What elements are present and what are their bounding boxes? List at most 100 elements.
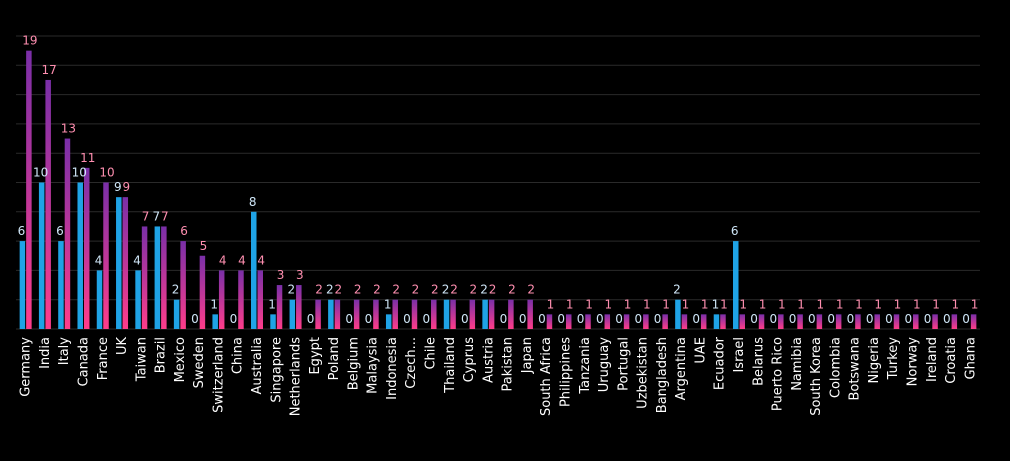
bar-b-11 bbox=[238, 270, 244, 329]
value-label-b-39: 1 bbox=[778, 297, 786, 311]
value-label-a-27: 0 bbox=[538, 312, 546, 326]
value-label-a-16: 2 bbox=[326, 283, 334, 297]
category-label-18: Malaysia bbox=[366, 337, 381, 394]
value-label-a-19: 1 bbox=[384, 297, 392, 311]
bar-a-1 bbox=[38, 182, 45, 329]
bar-b-3 bbox=[83, 167, 90, 329]
bar-a-12 bbox=[251, 211, 257, 329]
bar-a-14 bbox=[289, 299, 296, 329]
value-label-a-26: 0 bbox=[519, 312, 527, 326]
bar-b-2 bbox=[64, 138, 71, 329]
bar-b-45 bbox=[893, 314, 900, 329]
bar-a-16 bbox=[328, 299, 334, 329]
bar-b-39 bbox=[778, 314, 784, 329]
value-label-b-27: 1 bbox=[547, 297, 555, 311]
value-label-b-1: 17 bbox=[42, 63, 57, 77]
value-label-b-37: 1 bbox=[739, 297, 747, 311]
bar-b-23 bbox=[469, 299, 476, 329]
bar-b-21 bbox=[431, 299, 437, 329]
category-label-42: Colombia bbox=[828, 337, 843, 398]
category-label-43: Botswana bbox=[848, 337, 863, 401]
value-label-b-19: 2 bbox=[392, 283, 400, 297]
value-label-a-45: 0 bbox=[885, 312, 893, 326]
value-label-a-0: 6 bbox=[18, 224, 26, 238]
value-label-b-29: 1 bbox=[585, 297, 593, 311]
value-label-b-25: 2 bbox=[508, 283, 516, 297]
value-label-b-3: 11 bbox=[80, 151, 95, 165]
category-label-21: Chile bbox=[424, 337, 439, 370]
value-label-b-10: 4 bbox=[219, 253, 227, 267]
bar-b-20 bbox=[411, 299, 418, 329]
bar-b-42 bbox=[835, 314, 842, 329]
category-label-45: Turkey bbox=[886, 337, 901, 381]
bar-a-36 bbox=[713, 314, 720, 329]
value-label-b-11: 4 bbox=[238, 253, 246, 267]
value-label-a-33: 0 bbox=[654, 312, 662, 326]
bar-a-0 bbox=[19, 241, 26, 329]
value-label-b-38: 1 bbox=[759, 297, 767, 311]
bar-b-38 bbox=[758, 314, 765, 329]
bar-a-2 bbox=[58, 241, 64, 329]
bar-b-14 bbox=[296, 285, 302, 329]
value-label-a-49: 0 bbox=[962, 312, 970, 326]
value-label-a-4: 4 bbox=[95, 253, 103, 267]
category-label-26: Japan bbox=[520, 337, 535, 374]
value-label-b-30: 1 bbox=[604, 297, 612, 311]
value-label-a-21: 0 bbox=[422, 312, 430, 326]
value-label-a-11: 0 bbox=[230, 312, 238, 326]
value-label-a-38: 0 bbox=[750, 312, 758, 326]
category-label-20: Czech... bbox=[404, 337, 419, 389]
value-label-b-33: 1 bbox=[662, 297, 670, 311]
value-label-a-15: 0 bbox=[307, 312, 315, 326]
category-label-36: Ecuador bbox=[713, 336, 728, 390]
bar-b-26 bbox=[527, 299, 533, 329]
value-label-a-30: 0 bbox=[596, 312, 604, 326]
value-label-b-45: 1 bbox=[894, 297, 902, 311]
bar-b-30 bbox=[604, 314, 611, 329]
category-label-0: Germany bbox=[19, 337, 34, 397]
category-label-40: Namibia bbox=[790, 337, 805, 391]
value-label-a-17: 0 bbox=[345, 312, 353, 326]
bar-a-10 bbox=[212, 314, 218, 329]
value-label-a-14: 2 bbox=[287, 283, 295, 297]
category-label-39: Puerto Rico bbox=[771, 337, 786, 411]
bar-b-5 bbox=[122, 197, 129, 329]
value-label-b-48: 1 bbox=[952, 297, 960, 311]
bar-b-43 bbox=[855, 314, 861, 329]
value-label-b-46: 1 bbox=[913, 297, 921, 311]
category-labels: Germany India Italy Canada France UK Taiwan Bra… bbox=[19, 336, 979, 416]
bar-a-3 bbox=[77, 182, 83, 329]
value-label-b-16: 2 bbox=[335, 283, 343, 297]
bar-b-35 bbox=[700, 314, 707, 329]
bar-a-37 bbox=[733, 241, 739, 329]
bar-b-17 bbox=[353, 299, 360, 329]
value-label-b-9: 5 bbox=[200, 239, 208, 253]
value-label-b-22: 2 bbox=[450, 283, 458, 297]
category-label-17: Belgium bbox=[346, 337, 361, 390]
value-label-a-40: 0 bbox=[789, 312, 797, 326]
bar-b-8 bbox=[180, 241, 186, 329]
bar-b-6 bbox=[141, 226, 148, 329]
value-label-b-42: 1 bbox=[836, 297, 844, 311]
value-label-a-46: 0 bbox=[904, 312, 912, 326]
value-label-b-44: 1 bbox=[874, 297, 882, 311]
bar-b-49 bbox=[970, 314, 977, 329]
category-label-48: Croatia bbox=[944, 337, 959, 384]
category-label-16: Poland bbox=[327, 337, 342, 380]
category-label-27: South Africa bbox=[539, 337, 554, 416]
category-label-44: Nigeria bbox=[867, 337, 882, 384]
bar-b-18 bbox=[373, 299, 379, 329]
bar-b-41 bbox=[816, 314, 823, 329]
category-label-31: Portugal bbox=[616, 337, 631, 391]
bar-a-8 bbox=[173, 299, 180, 329]
value-label-a-47: 0 bbox=[924, 312, 932, 326]
value-label-b-43: 1 bbox=[855, 297, 863, 311]
value-label-a-5: 9 bbox=[114, 180, 122, 194]
bar-b-28 bbox=[565, 314, 572, 329]
bar-b-36 bbox=[720, 314, 726, 329]
bar-b-7 bbox=[161, 226, 167, 329]
value-label-b-26: 2 bbox=[527, 283, 535, 297]
category-label-10: Switzerland bbox=[211, 337, 226, 413]
